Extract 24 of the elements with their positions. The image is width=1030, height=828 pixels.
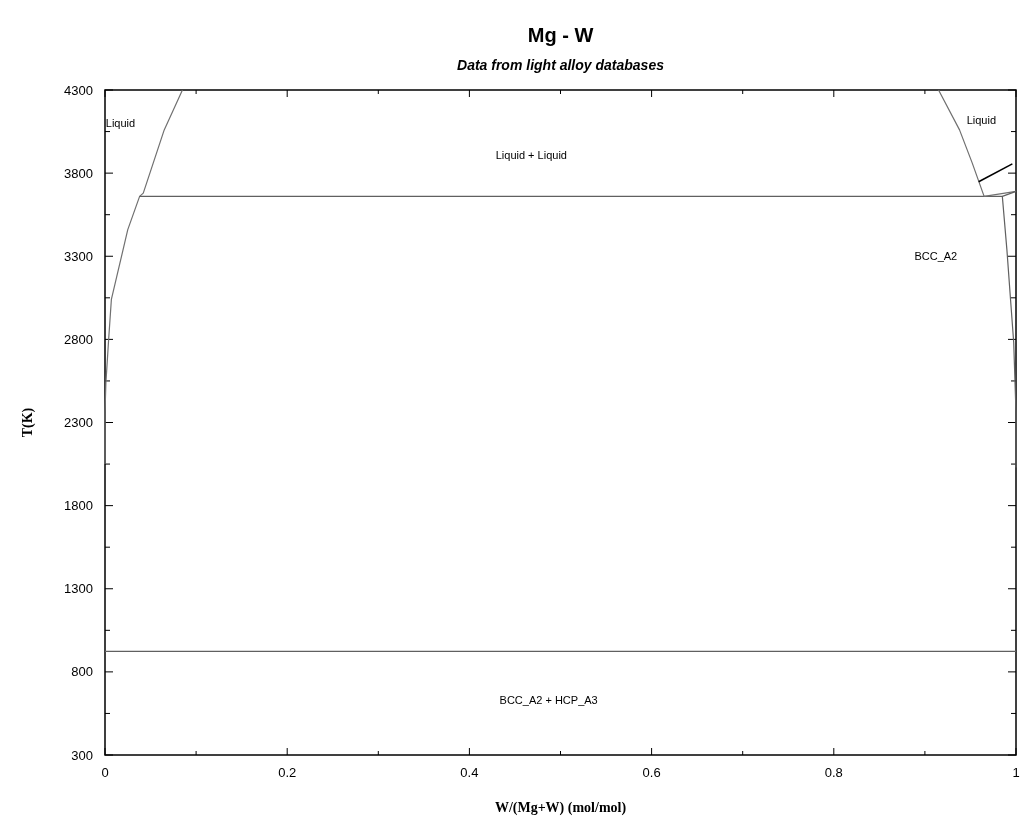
y-tick-label: 300 (71, 747, 93, 763)
annotation: Liquid (966, 113, 997, 126)
y-tick-label: 1800 (64, 498, 93, 514)
annotation: BCC_A2 (914, 250, 958, 263)
annotation: Liquid + Liquid (495, 149, 567, 162)
y-tick-label: 3800 (64, 165, 93, 181)
x-tick-label: 0.6 (642, 765, 661, 780)
y-tick-label: 800 (71, 664, 93, 680)
annotation: BCC_A2 + HCP_A3 (499, 693, 598, 706)
y-tick-label: 3300 (64, 248, 93, 264)
x-tick-label: 0.2 (278, 765, 297, 780)
y-tick-label: 2300 (64, 415, 93, 430)
annotation: Liquid (105, 117, 136, 130)
x-tick-label: 0.8 (824, 765, 843, 780)
x-tick-label: 0 (101, 765, 109, 780)
y-tick-label: 2800 (64, 331, 93, 347)
y-axis-title: T(K) (20, 407, 36, 438)
x-tick-label: 1 (1012, 765, 1020, 780)
y-tick-label: 1300 (64, 581, 93, 597)
x-axis-title: W/(Mg+W) (mol/mol) (494, 800, 627, 816)
x-tick-label: 0.4 (460, 765, 479, 780)
y-tick-label: 4300 (64, 82, 93, 98)
chart-subtitle: Data from light alloy databases (457, 57, 665, 73)
chart-title: Mg - W (527, 24, 594, 46)
